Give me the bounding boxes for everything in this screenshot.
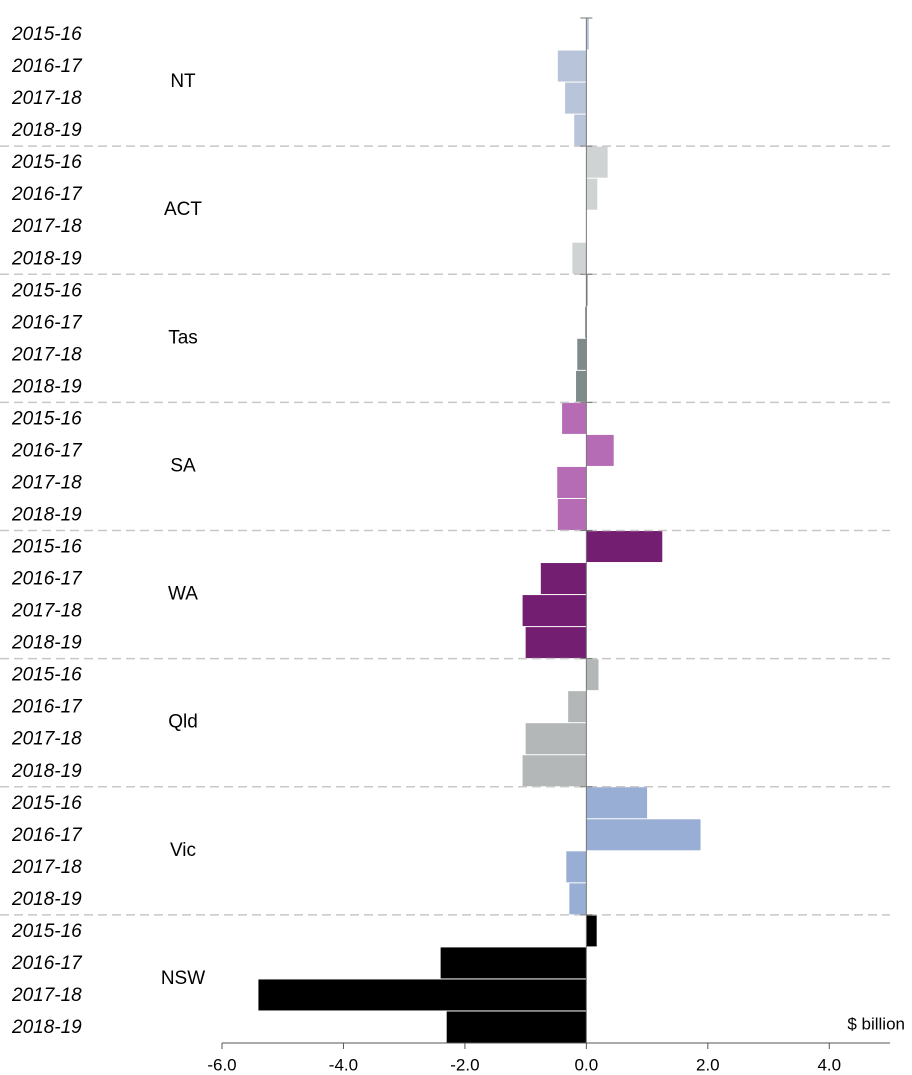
- category-label: 2016-17: [11, 312, 83, 333]
- bar: [522, 755, 587, 787]
- bar: [586, 659, 599, 691]
- category-label: 2015-16: [11, 921, 82, 942]
- bar: [557, 498, 587, 530]
- category-label: 2015-16: [11, 793, 82, 814]
- category-label: 2015-16: [11, 408, 82, 429]
- bar: [586, 915, 597, 947]
- bar: [586, 819, 701, 851]
- category-label: 2017-18: [11, 857, 82, 878]
- group-label: Qld: [168, 712, 198, 733]
- category-label: 2018-19: [11, 505, 82, 526]
- category-label: 2017-18: [11, 729, 82, 750]
- category-label: 2015-16: [11, 280, 82, 301]
- bar: [586, 531, 663, 563]
- bar: [258, 979, 587, 1011]
- bar: [576, 370, 587, 402]
- category-label: 2017-18: [11, 216, 82, 237]
- category-label: 2015-16: [11, 537, 82, 558]
- x-axis-label: $ billion: [847, 1014, 905, 1033]
- category-label: 2016-17: [11, 569, 83, 590]
- group-label: NSW: [161, 968, 205, 989]
- x-tick-label: -2.0: [450, 1055, 479, 1074]
- category-label: 2016-17: [11, 697, 83, 718]
- x-tick-label: 0.0: [575, 1055, 599, 1074]
- category-label: 2017-18: [11, 344, 82, 365]
- group-label: ACT: [164, 199, 202, 220]
- bar: [565, 82, 587, 114]
- bar: [574, 114, 587, 146]
- category-label: 2016-17: [11, 440, 83, 461]
- category-label: 2016-17: [11, 953, 83, 974]
- bar: [522, 595, 587, 627]
- category-label: 2018-19: [11, 761, 82, 782]
- category-label: 2016-17: [11, 184, 83, 205]
- bar: [525, 627, 587, 659]
- bar: [568, 691, 587, 723]
- bar: [557, 466, 587, 498]
- category-label: 2018-19: [11, 120, 82, 141]
- bar: [525, 723, 587, 755]
- bar: [586, 787, 648, 819]
- group-label: SA: [170, 455, 196, 476]
- x-tick-label: 4.0: [817, 1055, 841, 1074]
- bar: [446, 1011, 587, 1043]
- group-label: Vic: [170, 840, 196, 861]
- bar: [585, 306, 587, 338]
- bar: [572, 242, 587, 274]
- x-tick-label: 2.0: [696, 1055, 720, 1074]
- category-label: 2015-16: [11, 665, 82, 686]
- category-label: 2017-18: [11, 88, 82, 109]
- category-label: 2018-19: [11, 248, 82, 269]
- bar: [586, 146, 608, 178]
- bar: [540, 563, 587, 595]
- bar: [586, 274, 588, 306]
- bar: [569, 883, 587, 915]
- bar: [586, 434, 614, 466]
- bar: [440, 947, 587, 979]
- category-label: 2016-17: [11, 825, 83, 846]
- bar: [566, 851, 587, 883]
- category-label: 2018-19: [11, 376, 82, 397]
- category-label: 2017-18: [11, 601, 82, 622]
- category-label: 2017-18: [11, 985, 82, 1006]
- category-label: 2015-16: [11, 24, 82, 45]
- group-label: Tas: [168, 327, 198, 348]
- bar: [557, 50, 587, 82]
- bar: [577, 338, 587, 370]
- bar: [586, 18, 589, 50]
- x-tick-label: -6.0: [207, 1055, 236, 1074]
- x-tick-label: -4.0: [329, 1055, 358, 1074]
- category-label: 2018-19: [11, 1017, 82, 1038]
- group-label: WA: [168, 584, 198, 605]
- category-label: 2018-19: [11, 889, 82, 910]
- category-label: 2015-16: [11, 152, 82, 173]
- category-label: 2016-17: [11, 56, 83, 77]
- category-label: 2018-19: [11, 633, 82, 654]
- bar: [586, 178, 598, 210]
- bar: [562, 402, 587, 434]
- category-label: 2017-18: [11, 472, 82, 493]
- group-label: NT: [170, 71, 196, 92]
